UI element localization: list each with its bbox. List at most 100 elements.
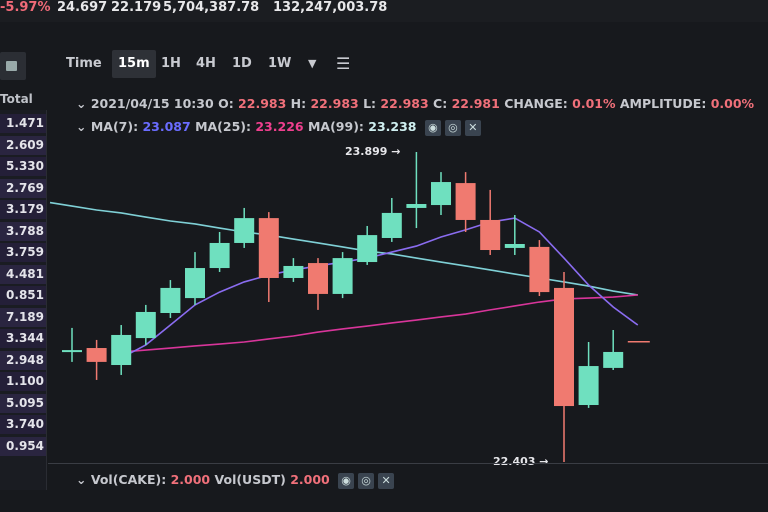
orderbook-total-cell: 5.095 [0,393,46,413]
ticker-bar: -5.97% 24.697 22.179 5,704,387.78 132,24… [0,0,768,22]
orderbook-total-cell: 3.788 [0,221,46,241]
orderbook-total-cell: 3.740 [0,415,46,434]
ma25-value: 23.226 [255,119,304,134]
orderbook-total-cell: 4.481 [0,264,46,284]
orderbook-total-cell: 2.948 [0,350,46,370]
interval-15m[interactable]: 15m [112,50,156,78]
collapse-chevron-icon[interactable]: ⌄ [76,119,87,134]
amplitude-label: AMPLITUDE: [619,96,707,111]
triangle-down-icon[interactable]: ▼ [308,57,317,70]
candle-body [308,263,328,294]
ohlc-legend: ⌄ 2021/04/15 10:30 O: 22.983 H: 22.983 L… [76,96,754,111]
candle-body [209,242,230,269]
candle-body [258,218,279,278]
interval-4h[interactable]: 4H [196,56,216,71]
candle-body [135,311,156,339]
interval-time[interactable]: Time [66,56,102,71]
interval-1h[interactable]: 1H [161,56,181,71]
volume-base: 5,704,387.78 [163,0,260,15]
amplitude-value: 0.00% [710,96,755,111]
candle-body [357,235,378,263]
ma7-value: 23.087 [142,119,191,134]
orderbook-total-cell: 1.471 [0,114,46,133]
low-24h: 22.179 [111,0,162,15]
candle-body [185,268,205,299]
eye-icon[interactable]: ◉ [424,119,441,136]
collapse-chevron-icon[interactable]: ⌄ [76,96,87,111]
high-24h: 24.697 [57,0,108,15]
settings-icon[interactable]: ◎ [358,472,375,489]
interval-1d[interactable]: 1D [232,56,252,71]
arrow-right-icon: → [391,145,401,158]
close-value: 22.981 [451,96,500,111]
arrow-right-icon: → [539,455,549,468]
vol-cake-value: 2.000 [170,472,211,487]
low-value: 22.983 [380,96,429,111]
collapse-chevron-icon[interactable]: ⌄ [76,472,87,487]
candle-body [603,351,624,368]
candle-body [283,265,304,278]
candle-body [234,218,255,243]
change-value: 0.01% [572,96,616,111]
ma25-line [121,294,638,353]
vol-usdt-value: 2.000 [290,472,330,487]
change-percent: -5.97% [0,0,51,15]
eye-icon[interactable]: ◉ [338,472,355,489]
interval-1w[interactable]: 1W [268,56,292,71]
orderbook-total-cell: 3.759 [0,243,46,262]
open-value: 22.983 [238,96,287,111]
candle-body [554,287,574,407]
candle-body [455,183,476,220]
ma7-label: MA(7): [90,119,139,134]
vol-cake-label: Vol(CAKE): [90,472,167,487]
ma-legend: ⌄ MA(7): 23.087 MA(25): 23.226 MA(99): 2… [76,119,481,136]
candle-date: 2021/04/15 10:30 [90,96,214,111]
candle-body [480,219,501,251]
min-price-annotation: 22.403 → [493,455,549,468]
orderbook-total-cell: 0.851 [0,286,46,305]
ma99-label: MA(99): [307,119,364,134]
orderbook-column: 1.471 2.609 5.330 2.769 3.179 3.788 3.759 4.481… [0,110,47,490]
orderbook-total-cell: 7.189 [0,307,46,327]
candle-body [406,204,427,208]
orderbook-total-cell: 0.954 [0,436,46,456]
high-value: 22.983 [310,96,359,111]
calculator-icon [6,61,17,71]
close-icon[interactable]: ✕ [464,119,481,136]
ma99-value: 23.238 [368,119,417,134]
high-label: H: [290,96,307,111]
candle-body [332,258,353,294]
orderbook-total-cell: 2.609 [0,135,46,155]
orderbook-total-cell: 1.100 [0,372,46,391]
candle-body [111,334,132,366]
total-header: Total [0,92,33,106]
sliders-icon[interactable]: ☰ [336,54,351,73]
orderbook-total-cell: 3.179 [0,200,46,219]
vol-usdt-label: Vol(USDT) [214,472,286,487]
candle-body [529,246,550,293]
pane-divider [48,463,768,464]
open-label: O: [218,96,234,111]
calculator-button[interactable] [0,52,26,80]
candle-body [160,287,181,314]
settings-icon[interactable]: ◎ [444,119,461,136]
orderbook-total-cell: 3.344 [0,329,46,348]
volume-quote: 132,247,003.78 [273,0,388,15]
orderbook-total-cell: 2.769 [0,178,46,198]
candle-body [381,212,402,238]
orderbook-total-cell: 5.330 [0,157,46,176]
change-label: CHANGE: [504,96,568,111]
close-icon[interactable]: ✕ [378,472,395,489]
candle-body [86,348,107,362]
max-price-annotation: 23.899 → [345,145,401,158]
volume-legend: ⌄ Vol(CAKE): 2.000 Vol(USDT) 2.000 ◉ ◎ ✕ [76,472,395,489]
max-price-label: 23.899 [345,145,388,158]
candle-body [62,350,82,353]
candle-body [578,366,599,406]
low-label: L: [363,96,377,111]
candle-body [431,182,451,206]
ma25-label: MA(25): [195,119,251,134]
candle-body [504,244,525,248]
ma7-line [120,217,639,359]
